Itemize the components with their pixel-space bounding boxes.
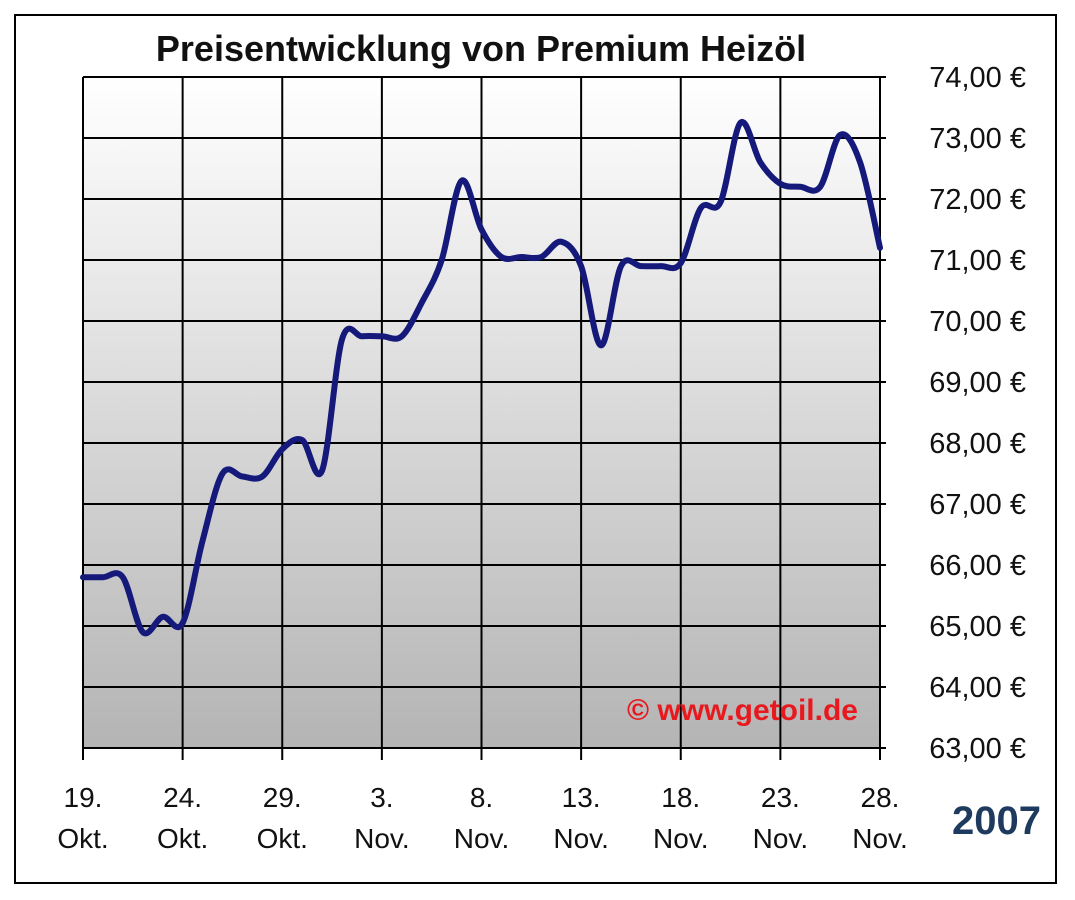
data-point — [578, 263, 584, 269]
x-tick-month: Nov. — [852, 823, 908, 854]
data-point — [120, 574, 126, 580]
x-tick-day: 24. — [163, 782, 202, 813]
data-point — [638, 263, 644, 269]
data-point — [538, 254, 544, 260]
x-tick-month: Nov. — [653, 823, 709, 854]
data-point — [598, 342, 604, 348]
data-point — [698, 205, 704, 211]
x-axis: 19. Okt. 24. Okt. 29. Okt. 3. Nov. 8. Nov. 13. Nov.… — [57, 782, 907, 854]
y-tick-label: 64,00 € — [929, 672, 1026, 704]
data-point — [399, 333, 405, 339]
data-point — [777, 181, 783, 187]
y-tick-label: 73,00 € — [929, 123, 1026, 155]
x-tick-day: 23. — [761, 782, 800, 813]
y-tick-label: 72,00 € — [929, 184, 1026, 216]
x-tick-month: Nov. — [454, 823, 510, 854]
data-point — [837, 132, 843, 138]
data-point — [459, 178, 465, 184]
x-tick-month: Okt. — [57, 823, 108, 854]
data-point — [857, 159, 863, 165]
y-tick-label: 67,00 € — [929, 489, 1026, 521]
data-point — [160, 614, 166, 620]
data-point — [359, 333, 365, 339]
data-point — [200, 538, 206, 544]
data-point — [718, 199, 724, 205]
data-point — [100, 574, 106, 580]
data-point — [877, 245, 883, 251]
x-tick-day: 18. — [661, 782, 700, 813]
y-tick-label: 74,00 € — [929, 62, 1026, 94]
data-point — [419, 300, 425, 306]
data-point — [220, 471, 225, 476]
x-tick-day: 3. — [370, 782, 393, 813]
data-point — [339, 336, 345, 342]
data-point — [678, 260, 684, 266]
data-point — [618, 263, 624, 269]
data-point — [738, 120, 743, 126]
data-point — [498, 254, 504, 260]
data-point — [239, 474, 245, 479]
y-tick-label: 65,00 € — [929, 611, 1026, 643]
data-point — [797, 184, 803, 190]
data-point — [518, 254, 524, 260]
data-point — [757, 159, 763, 165]
y-tick-label: 63,00 € — [929, 733, 1026, 765]
data-point — [379, 333, 385, 339]
data-point — [319, 468, 325, 473]
data-point — [479, 227, 484, 232]
y-axis: 63,00 € 64,00 € 65,00 € 66,00 € 67,00 € 68,00… — [929, 62, 1026, 765]
x-tick-day: 13. — [562, 782, 601, 813]
data-point — [439, 257, 445, 263]
x-tick-day: 19. — [64, 782, 103, 813]
chart-frame: 63,00 € 64,00 € 65,00 € 66,00 € 67,00 € 68,00… — [14, 14, 1057, 884]
data-point — [279, 446, 285, 452]
watermark-text: © www.getoil.de — [627, 694, 858, 727]
year-label: 2007 — [952, 799, 1041, 843]
y-tick-label: 69,00 € — [929, 367, 1026, 399]
x-tick-month: Okt. — [257, 823, 308, 854]
data-point — [180, 620, 186, 626]
x-tick-day: 29. — [263, 782, 302, 813]
y-tick-label: 71,00 € — [929, 245, 1026, 277]
chart-svg: 63,00 € 64,00 € 65,00 € 66,00 € 67,00 € 68,00… — [57, 28, 1041, 854]
y-tick-label: 70,00 € — [929, 306, 1026, 338]
data-point — [140, 629, 146, 635]
x-tick-month: Nov. — [553, 823, 609, 854]
y-tick-label: 66,00 € — [929, 550, 1026, 582]
data-point — [817, 184, 823, 190]
y-tick-label: 68,00 € — [929, 428, 1026, 460]
data-point — [259, 474, 265, 479]
data-point — [299, 437, 305, 443]
data-point — [558, 239, 564, 245]
x-tick-month: Okt. — [157, 823, 208, 854]
x-tick-day: 8. — [470, 782, 493, 813]
price-series-line — [80, 119, 883, 637]
x-tick-month: Nov. — [753, 823, 809, 854]
series-layer — [80, 119, 883, 637]
chart-title: Preisentwicklung von Premium Heizöl — [156, 28, 806, 69]
data-point — [658, 263, 664, 269]
x-tick-month: Nov. — [354, 823, 410, 854]
data-point — [80, 574, 86, 580]
x-tick-day: 28. — [861, 782, 900, 813]
